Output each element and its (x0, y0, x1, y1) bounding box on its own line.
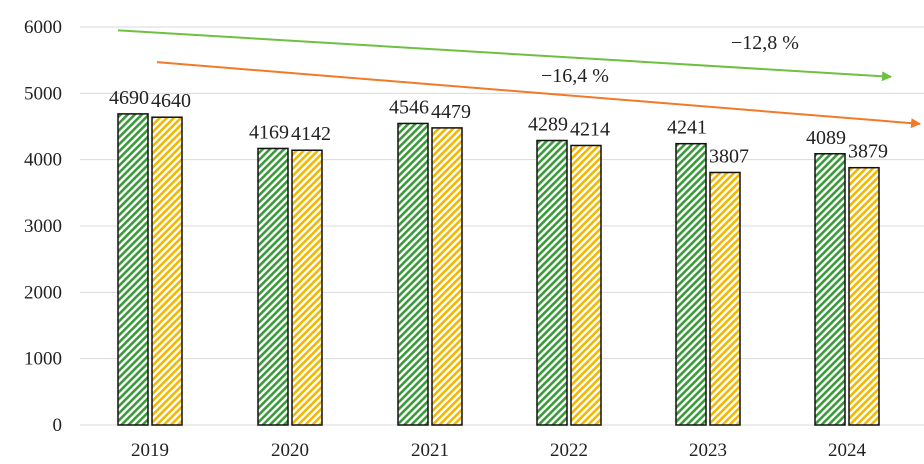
bar-2019-series-1 (117, 113, 149, 426)
trend-label: −16,4 % (541, 65, 609, 87)
y-tick-label: 6000 (24, 17, 62, 38)
bar-labels: 4690 4640 4169 4142 4546 4479 4289 4214 42413807… (109, 87, 888, 168)
bar-value-label: 4690 (109, 87, 149, 109)
bar-value-label: 4289 (528, 113, 568, 135)
trend-arrow (156, 61, 921, 129)
x-tick-label: 2023 (689, 440, 727, 461)
bar-2024-series-2 (848, 166, 880, 426)
gridlines (80, 26, 924, 426)
bar-2023-series-2 (709, 171, 741, 426)
bar-value-label: 4214 (570, 118, 610, 140)
y-tick-label: 4000 (24, 150, 62, 171)
x-tick-label: 2022 (550, 440, 588, 461)
bar-value-label: 4640 (151, 90, 191, 112)
trend-annotations: −12,8 % −16,4 % (117, 29, 921, 129)
y-tick-label: 5000 (24, 83, 62, 104)
x-tick-label: 2021 (411, 440, 449, 461)
trend-label: −12,8 % (731, 32, 799, 54)
bar-2021-series-2 (431, 127, 463, 426)
x-axis-ticks: 2019 2020 2021 2022 2023 2024 (131, 440, 867, 461)
x-tick-label: 2020 (271, 440, 309, 461)
bar-value-label: 4241 (667, 117, 707, 139)
bar-value-label: 3807 (709, 145, 749, 167)
bar-2019-series-2 (151, 116, 183, 426)
bars (117, 113, 880, 426)
bar-value-label: 4169 (249, 121, 289, 143)
x-tick-label: 2024 (828, 440, 867, 461)
bar-value-label: 4479 (431, 101, 471, 123)
y-tick-label: 3000 (24, 216, 62, 237)
bar-value-label: 4546 (389, 96, 429, 118)
bar-value-label: 4089 (806, 127, 846, 149)
bar-2020-series-2 (291, 149, 323, 426)
bar-2024-series-1 (814, 153, 846, 426)
bar-value-label: 3879 (848, 141, 888, 163)
y-tick-label: 0 (53, 415, 63, 436)
bar-2020-series-1 (257, 147, 289, 426)
trend-arrow (117, 29, 892, 82)
y-axis-ticks: 0 1000 2000 3000 4000 5000 6000 (24, 17, 62, 436)
y-tick-label: 2000 (24, 282, 62, 303)
bar-value-label: 4142 (291, 123, 331, 145)
bar-2022-series-1 (536, 139, 568, 426)
y-tick-label: 1000 (24, 349, 62, 370)
bar-2023-series-1 (675, 142, 707, 426)
bar-2021-series-1 (397, 122, 429, 426)
bar-2022-series-2 (570, 144, 602, 426)
x-tick-label: 2019 (131, 440, 169, 461)
